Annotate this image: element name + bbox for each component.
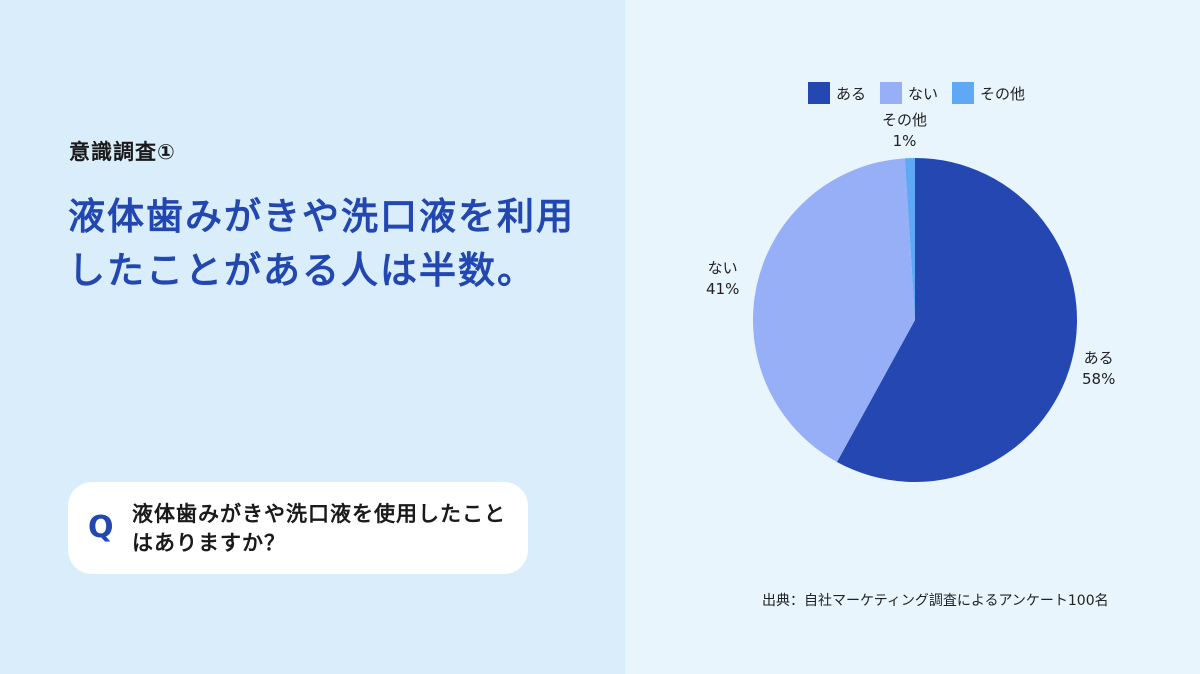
legend-label-nai: ない [908, 84, 939, 103]
chart-legend: ある ない その他 [808, 82, 1025, 104]
question-text: 液体歯みがきや洗口液を使用したことはありますか？ [132, 502, 506, 555]
headline: 液体歯みがきや洗口液を利用したことがある人は半数。 [68, 195, 575, 292]
slice-label-nai-value: 41% [706, 280, 740, 298]
question-box: Q 液体歯みがきや洗口液を使用したことはありますか？ [68, 482, 528, 574]
legend-item-other: その他 [952, 82, 1025, 104]
slice-label-other: その他 1% [882, 110, 927, 152]
slice-label-nai-name: ない [707, 259, 738, 277]
legend-swatch-nai [880, 82, 903, 104]
slice-label-aru-value: 58% [1082, 370, 1116, 388]
slice-label-other-value: 1% [892, 132, 917, 150]
pie-slice-other [904, 158, 915, 320]
survey-label: 意識調査① [69, 140, 176, 164]
pie-slice-aru [836, 158, 1078, 482]
pie-slices [753, 158, 1078, 482]
slice-label-other-name: その他 [882, 111, 928, 129]
legend-label-aru: ある [836, 84, 867, 103]
legend-item-nai: ない [880, 82, 938, 104]
slice-label-nai: ない 41% [706, 258, 739, 300]
legend-swatch-aru [808, 82, 830, 104]
source-note: 出典：自社マーケティング調査によるアンケート100名 [762, 593, 1109, 609]
slice-label-aru-name: ある [1083, 349, 1114, 367]
legend-item-aru: ある [808, 82, 866, 104]
pie-slice-nai [753, 158, 915, 462]
slice-label-aru: ある 58% [1082, 348, 1115, 390]
question-mark: Q [88, 510, 114, 545]
legend-label-other: その他 [980, 84, 1026, 103]
legend-swatch-other [952, 82, 975, 104]
